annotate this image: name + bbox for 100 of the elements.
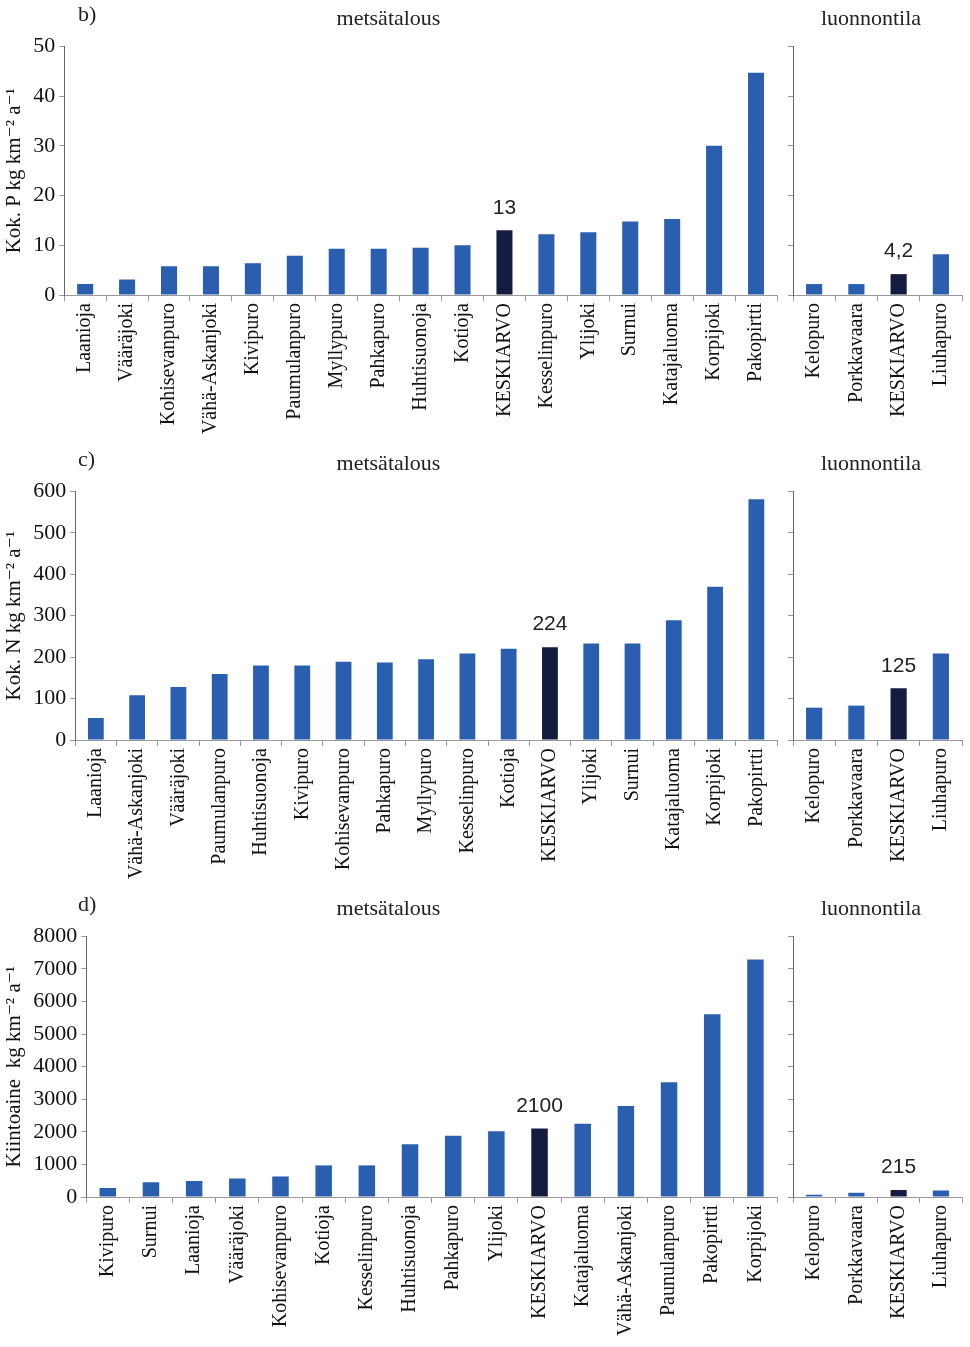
bar <box>229 1178 246 1197</box>
y-tick-label: 5000 <box>33 1019 78 1045</box>
bar <box>848 705 865 740</box>
y-tick-label: 3000 <box>33 1085 78 1111</box>
x-tick-label: KESKIARVO <box>537 748 560 862</box>
bar <box>328 248 345 295</box>
text: c) <box>78 445 96 471</box>
y-tick-label: 10 <box>33 231 56 257</box>
x-tick-label: Kivipuro <box>240 303 264 376</box>
bar <box>531 1128 548 1197</box>
x-tick-label: Korpijoki <box>701 302 725 381</box>
x-tick-label: Kotioja <box>495 747 519 808</box>
x-tick-label: Surnui <box>138 1204 161 1259</box>
x-tick-label: KESKIARVO <box>885 748 908 862</box>
x-tick-label: Vähä-Askanjoki <box>613 1204 637 1337</box>
y-tick-label: 400 <box>33 560 67 586</box>
x-tick-label: Surnui <box>617 302 640 357</box>
x-tick-label: Paumulanpuro <box>282 303 306 420</box>
x-tick-label: KESKIARVO <box>885 1205 908 1319</box>
x-tick-label: Kivipuro <box>289 748 313 821</box>
bar <box>211 674 228 740</box>
bar <box>202 266 219 295</box>
x-tick-label: Katajaluoma <box>569 1204 593 1308</box>
x-tick-label: Paunulanpuro <box>656 1205 680 1317</box>
bar <box>418 659 434 740</box>
bar <box>707 586 723 740</box>
x-tick-label: Kohisevanpuro <box>330 748 354 871</box>
x-tick-label: Porkkavaara <box>843 747 866 848</box>
x-tick-label: Surnui <box>619 747 642 802</box>
x-tick-label: Porkkavaara <box>843 1204 866 1305</box>
x-tick-label: Kohisevanpuro <box>156 303 180 426</box>
y-tick-label: 4000 <box>33 1052 78 1078</box>
y-tick-label: 20 <box>33 181 56 207</box>
y-tick-label: 0 <box>55 725 67 751</box>
data-label: 13 <box>492 194 517 218</box>
bar <box>142 1182 160 1197</box>
bar <box>747 959 764 1197</box>
bar <box>496 230 513 295</box>
bar <box>624 643 641 740</box>
x-tick-label: Ylijoki <box>578 747 602 805</box>
y-tick-label: 6000 <box>33 987 78 1013</box>
x-tick-label: Kelopuro <box>801 303 825 379</box>
bar <box>932 653 949 740</box>
bar <box>583 643 600 740</box>
bar <box>706 145 723 295</box>
x-tick-label: Kesselinpuro <box>454 748 478 854</box>
x-tick-label: Laanioja <box>83 747 107 818</box>
bar <box>315 1165 332 1197</box>
bar <box>294 665 311 740</box>
x-tick-label: Kelopuro <box>801 1205 825 1281</box>
x-tick-label: Katajaluoma <box>661 747 685 851</box>
x-tick-label: Liuhapuro <box>928 303 952 387</box>
chart-title: luonnontila <box>820 894 922 920</box>
x-tick-label: Liuhapuro <box>928 748 952 832</box>
x-tick-label: Pahkapuro <box>372 748 396 834</box>
bar <box>358 1165 376 1197</box>
x-tick-label: Vääräjoki <box>165 747 189 827</box>
data-label: 4,2 <box>884 238 914 262</box>
x-tick-label: Vääräjoki <box>224 1204 248 1284</box>
bar <box>376 662 393 740</box>
x-tick-label: Kesselinpuro <box>533 303 557 409</box>
chart-title: metsätalous <box>336 894 441 920</box>
bar <box>370 248 387 295</box>
bar <box>335 661 352 740</box>
y-tick-label: 0 <box>66 1182 78 1208</box>
data-label: 2100 <box>516 1092 563 1116</box>
y-tick-label: 7000 <box>33 954 78 980</box>
bar <box>660 1082 678 1197</box>
chart-title: metsätalous <box>336 449 441 475</box>
y-tick-label: 500 <box>33 518 67 544</box>
x-tick-label: Pakopirtti <box>743 747 767 827</box>
x-tick-label: Katajaluoma <box>659 302 683 406</box>
bar <box>99 1187 117 1197</box>
bar <box>253 665 269 740</box>
bar <box>286 255 303 295</box>
data-label: 215 <box>881 1154 917 1178</box>
x-tick-label: Myllypuro <box>323 303 347 389</box>
x-tick-label: Ylijoki <box>575 302 599 360</box>
y-tick-label: 0 <box>44 280 56 306</box>
x-tick-label: KESKIARVO <box>526 1205 549 1319</box>
bar <box>185 1181 203 1197</box>
x-tick-label: Paumulanpuro <box>206 748 230 865</box>
y-tick-label: 8000 <box>33 922 78 948</box>
x-tick-label: Vähä-Askanjoki <box>124 747 148 880</box>
bar <box>617 1106 635 1197</box>
bar <box>129 695 146 740</box>
bar <box>703 1014 721 1197</box>
bar <box>665 620 682 740</box>
x-tick-label: Kohisevanpuro <box>267 1205 291 1328</box>
y-tick-label: 30 <box>33 131 56 157</box>
x-tick-label: Liuhapuro <box>928 1205 952 1289</box>
bar <box>574 1123 591 1197</box>
bar <box>272 1176 289 1197</box>
x-tick-label: Korpijoki <box>702 747 726 826</box>
y-axis-title: Kiintoaine kg km⁻² a⁻¹ <box>1 965 26 1168</box>
bar <box>890 688 907 740</box>
data-label: 224 <box>532 611 568 635</box>
bar <box>87 718 104 740</box>
x-tick-label: Korpijoki <box>742 1204 766 1283</box>
x-tick-label: Vähä-Askanjoki <box>198 302 222 435</box>
